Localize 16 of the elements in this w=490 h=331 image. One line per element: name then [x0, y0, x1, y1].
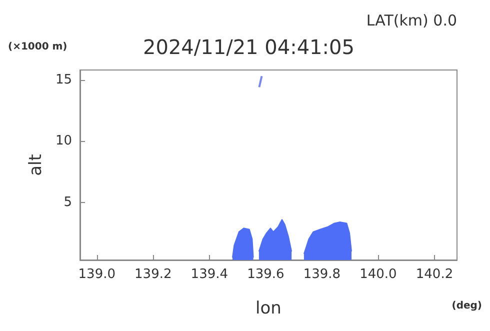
x-tick-label: 139.8: [303, 267, 341, 282]
y-axis-title: alt: [26, 154, 46, 176]
chart-title: 2024/11/21 04:41:05: [143, 35, 354, 59]
chart-subtitle: LAT(km) 0.0: [366, 12, 458, 30]
x-axis-title: lon: [256, 298, 282, 318]
x-tick-label: 140.2: [416, 267, 454, 282]
x-tick-label: 140.0: [360, 267, 397, 282]
y-tick-label: 15: [55, 72, 72, 88]
x-tick-label: 139.0: [78, 267, 116, 282]
x-tick-label: 139.4: [190, 267, 228, 282]
text: (×1000 m): [8, 42, 68, 52]
x-tick-label: 139.2: [134, 267, 172, 282]
text: (deg): [452, 300, 482, 312]
x-tick-label: 139.6: [247, 267, 284, 282]
y-tick-label: 10: [55, 134, 72, 149]
y-tick-label: 5: [64, 194, 72, 210]
